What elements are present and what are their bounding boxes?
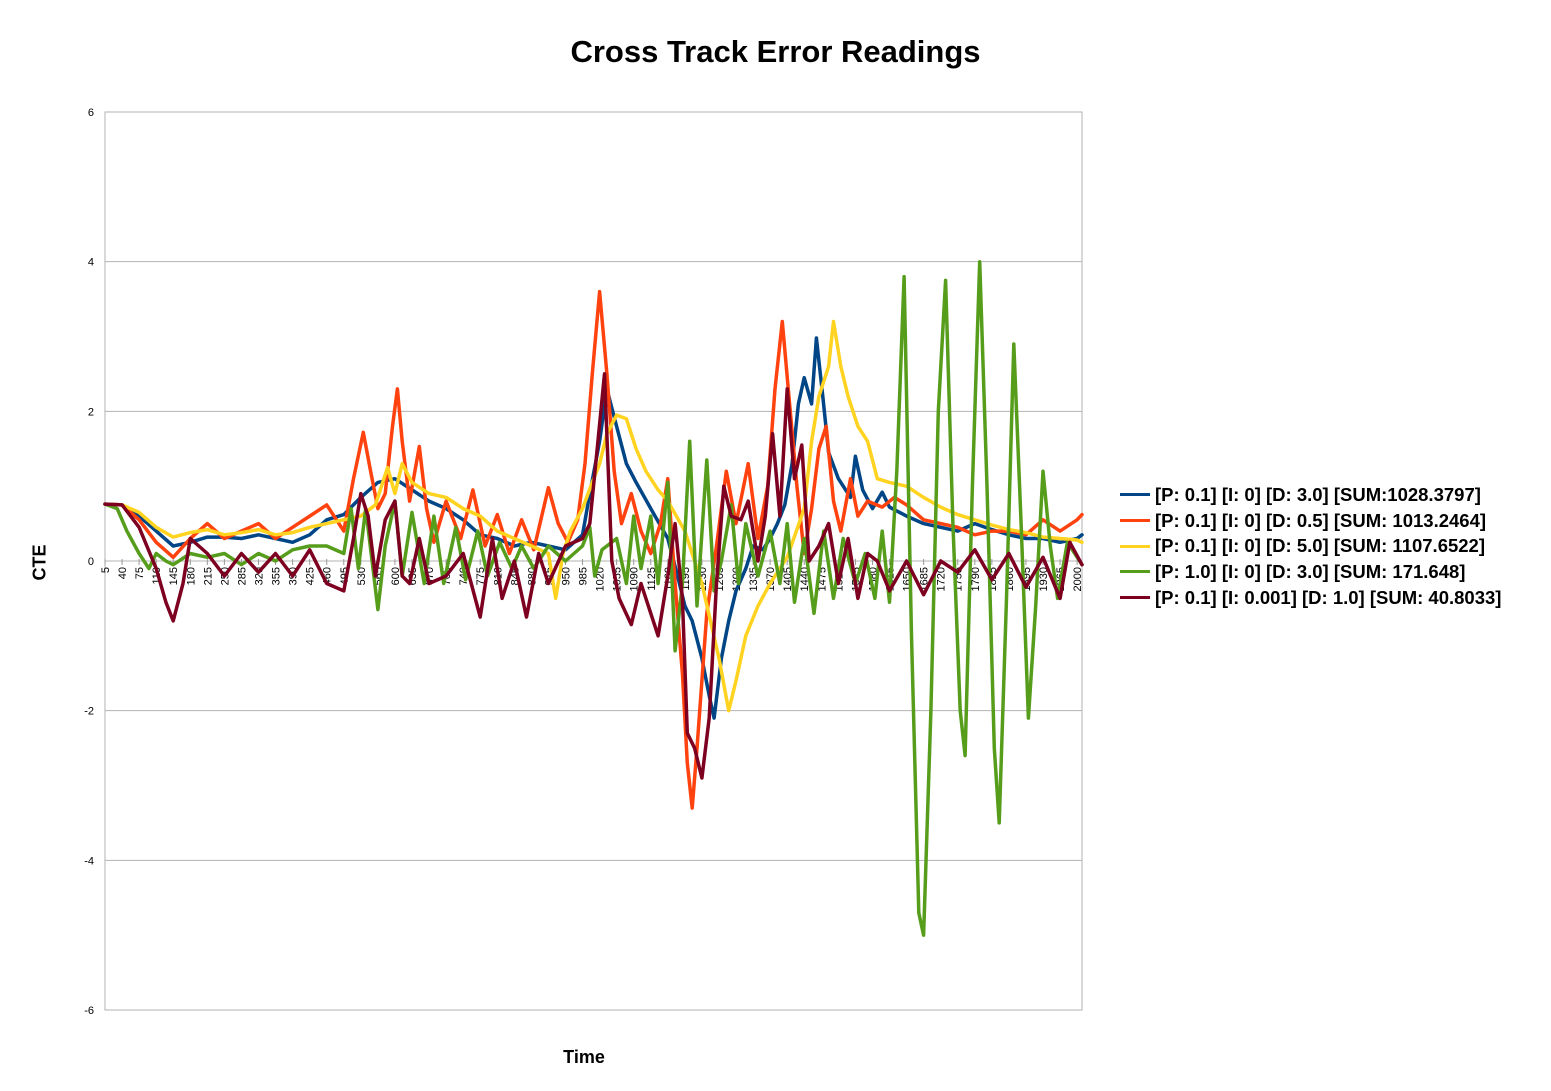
x-axis-title: Time (563, 1047, 605, 1067)
series-line-2 (103, 289, 1084, 810)
legend-item: [P: 0.1] [I: 0] [D: 0.5] [SUM: 1013.2464… (1120, 508, 1501, 534)
legend-item: [P: 0.1] [I: 0] [D: 5.0] [SUM: 1107.6522… (1120, 533, 1501, 559)
x-tick-label: 1930 (1038, 567, 1050, 591)
y-axis-ticks: 6 4 2 0 -2 -4 -6 (84, 107, 94, 1017)
x-tick-label: 1720 (936, 567, 948, 591)
x-tick-label: 180 (185, 567, 197, 585)
series-line-4 (103, 259, 1084, 937)
x-tick-label: 950 (560, 567, 572, 585)
x-tick-label: 425 (305, 567, 317, 585)
x-tick-label: 2000 (1072, 567, 1084, 591)
chart-title: Cross Track Error Readings (570, 34, 981, 69)
x-tick-label: 40 (117, 567, 129, 579)
legend-label: [P: 0.1] [I: 0.001] [D: 1.0] [SUM: 40.80… (1155, 586, 1502, 608)
legend-swatch (1120, 519, 1150, 523)
series-line-5 (103, 372, 1084, 780)
legend-swatch (1120, 544, 1150, 548)
legend-label: [P: 1.0] [I: 0] [D: 3.0] [SUM: 171.648] (1155, 560, 1466, 582)
x-tick-label: 600 (390, 567, 402, 585)
legend-item: [P: 1.0] [I: 0] [D: 3.0] [SUM: 171.648] (1120, 559, 1501, 585)
y-tick-label: 6 (88, 107, 94, 119)
x-tick-label: 1125 (646, 567, 658, 591)
x-tick-label: 355 (271, 567, 283, 585)
x-tick-label: 285 (236, 567, 248, 585)
x-tick-label: 75 (134, 567, 146, 579)
x-tick-label: 1090 (629, 567, 641, 591)
y-tick-label: -6 (84, 1005, 94, 1017)
legend: [P: 0.1] [I: 0] [D: 3.0] [SUM:1028.3797]… (1120, 482, 1501, 610)
legend-swatch (1120, 493, 1150, 497)
x-tick-label: 530 (356, 567, 368, 585)
y-tick-label: -4 (84, 855, 94, 867)
legend-label: [P: 0.1] [I: 0] [D: 0.5] [SUM: 1013.2464… (1155, 509, 1487, 531)
y-tick-label: 4 (88, 257, 94, 269)
series-line-1 (103, 336, 1084, 720)
y-tick-label: 0 (88, 556, 94, 568)
x-tick-label: 145 (168, 567, 180, 585)
x-tick-label: 1790 (970, 567, 982, 591)
x-tick-label: 1020 (595, 567, 607, 591)
legend-label: [P: 0.1] [I: 0] [D: 5.0] [SUM: 1107.6522… (1155, 535, 1486, 557)
y-tick-label: -2 (84, 706, 94, 718)
x-tick-label: 215 (202, 567, 214, 585)
y-tick-label: 2 (88, 406, 94, 418)
legend-label: [P: 0.1] [I: 0] [D: 3.0] [SUM:1028.3797] (1155, 483, 1481, 505)
legend-swatch (1120, 570, 1150, 574)
series-lines (103, 259, 1084, 937)
legend-item: [P: 0.1] [I: 0.001] [D: 1.0] [SUM: 40.80… (1120, 585, 1501, 611)
x-tick-label: 985 (578, 567, 590, 585)
legend-swatch (1120, 596, 1150, 600)
x-tick-label: 5 (100, 567, 112, 573)
series-line-3 (103, 319, 1084, 713)
legend-item: [P: 0.1] [I: 0] [D: 3.0] [SUM:1028.3797] (1120, 482, 1501, 508)
